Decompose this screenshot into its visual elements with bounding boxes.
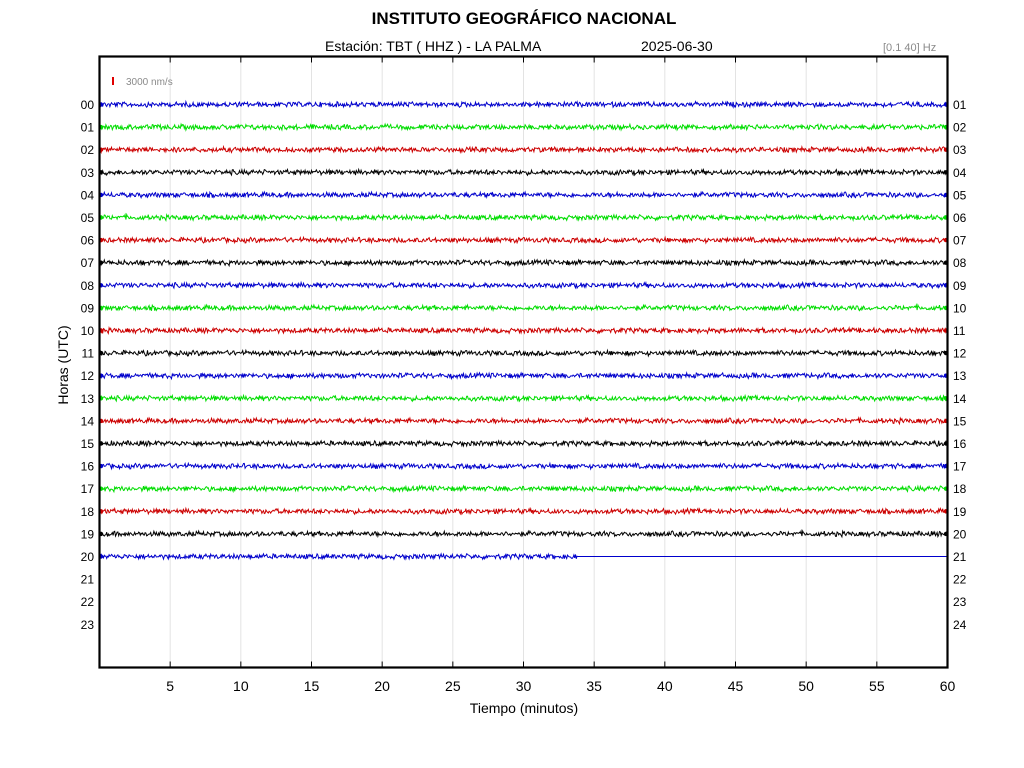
y-tick-label-right: 02	[953, 121, 967, 135]
y-tick-label-right: 11	[953, 324, 966, 338]
y-tick-label-right: 07	[953, 234, 967, 248]
trace-hour-19	[99, 529, 948, 539]
y-tick-label-right: 21	[953, 550, 967, 564]
y-tick-label-left: 12	[81, 369, 95, 383]
y-tick-label-right: 13	[953, 369, 967, 383]
date-label: 2025-06-30	[641, 38, 713, 54]
y-tick-label-left: 04	[81, 188, 95, 202]
y-tick-label-right: 05	[953, 188, 967, 202]
trace-hour-14	[99, 416, 948, 426]
y-tick-label-right: 09	[953, 279, 967, 293]
y-tick-label-right: 06	[953, 211, 967, 225]
y-tick-label-right: 12	[953, 347, 967, 361]
trace-hour-11	[99, 348, 948, 358]
y-tick-label-right: 08	[953, 256, 967, 270]
trace-hour-08	[99, 280, 948, 290]
trace-hour-16	[99, 461, 948, 471]
y-tick-label-left: 20	[81, 550, 95, 564]
x-tick-label: 20	[374, 678, 390, 694]
y-tick-label-right: 20	[953, 527, 967, 541]
x-tick-label: 10	[233, 678, 249, 694]
x-tick-label: 60	[940, 678, 956, 694]
y-tick-label-right: 04	[953, 166, 967, 180]
y-tick-label-right: 17	[953, 460, 967, 474]
y-tick-label-left: 17	[81, 482, 95, 496]
grid-lines	[169, 56, 878, 668]
y-tick-label-left: 11	[82, 347, 95, 361]
y-tick-label-left: 18	[81, 505, 95, 519]
y-tick-label-right: 01	[953, 98, 967, 112]
y-tick-label-right: 24	[953, 618, 967, 632]
x-axis-label: Tiempo (minutos)	[469, 700, 579, 716]
trace-hour-04	[99, 190, 948, 200]
x-tick-label: 30	[516, 678, 532, 694]
y-tick-label-left: 14	[81, 414, 95, 428]
y-tick-label-right: 03	[953, 143, 967, 157]
y-tick-label-left: 15	[81, 437, 95, 451]
chart-title: INSTITUTO GEOGRÁFICO NACIONAL	[371, 9, 677, 28]
y-tick-labels: 00 01 02 03 04 05 06 07 08 09 10 11 12 13 14 15 16 17 18 19…	[81, 98, 967, 632]
x-tick-label: 15	[304, 678, 320, 694]
x-tick-label: 5	[166, 678, 174, 694]
trace-hour-09	[99, 303, 948, 313]
trace-hour-03	[99, 167, 948, 177]
y-tick-label-right: 18	[953, 482, 967, 496]
trace-hour-17	[99, 484, 948, 494]
y-tick-label-left: 10	[81, 324, 95, 338]
x-tick-label: 55	[869, 678, 885, 694]
trace-hour-02	[99, 144, 948, 155]
y-tick-label-left: 01	[81, 121, 95, 135]
y-tick-label-right: 10	[953, 301, 967, 315]
trace-hour-15	[99, 439, 948, 448]
trace-hour-10	[99, 325, 948, 335]
x-tick-label: 25	[445, 678, 461, 694]
y-tick-label-left: 06	[81, 234, 95, 248]
y-tick-label-left: 00	[81, 98, 95, 112]
y-tick-label-left: 22	[81, 595, 95, 609]
y-tick-label-left: 02	[81, 143, 95, 157]
y-tick-label-left: 21	[81, 573, 95, 587]
y-tick-label-left: 07	[81, 256, 95, 270]
y-tick-label-right: 19	[953, 505, 967, 519]
trace-hour-05	[99, 212, 948, 222]
y-tick-label-right: 14	[953, 392, 967, 406]
x-tick-label: 50	[798, 678, 814, 694]
trace-hour-00	[99, 99, 948, 109]
trace-hour-13	[99, 393, 948, 403]
trace-hour-18	[99, 506, 948, 516]
y-tick-label-left: 13	[81, 392, 95, 406]
trace-hour-01	[99, 122, 948, 132]
y-tick-label-left: 03	[81, 166, 95, 180]
y-tick-label-right: 23	[953, 595, 967, 609]
x-tick-label: 40	[657, 678, 673, 694]
y-tick-label-right: 22	[953, 573, 967, 587]
y-tick-label-right: 16	[953, 437, 967, 451]
x-tick-labels: 5 10 15 20 25 30 35 40 45 50 55 60	[166, 56, 956, 694]
y-tick-label-left: 23	[81, 618, 95, 632]
y-tick-label-left: 05	[81, 211, 95, 225]
y-tick-label-left: 16	[81, 460, 95, 474]
trace-hour-12	[99, 371, 948, 381]
x-tick-label: 45	[728, 678, 744, 694]
filter-band-label: [0.1 40] Hz	[883, 42, 937, 54]
station-label: Estación: TBT ( HHZ ) - LA PALMA	[325, 38, 542, 54]
amplitude-scale-bar	[112, 77, 114, 85]
y-tick-label-left: 19	[81, 527, 95, 541]
y-tick-label-left: 09	[81, 301, 95, 315]
trace-hour-06	[99, 235, 948, 245]
x-tick-label: 35	[586, 678, 602, 694]
amplitude-scale-label: 3000 nm/s	[126, 77, 173, 88]
y-tick-label-left: 08	[81, 279, 95, 293]
trace-hour-20	[99, 552, 578, 561]
plot-frame	[98, 55, 949, 669]
y-tick-label-right: 15	[953, 414, 967, 428]
trace-hour-07	[99, 258, 948, 268]
